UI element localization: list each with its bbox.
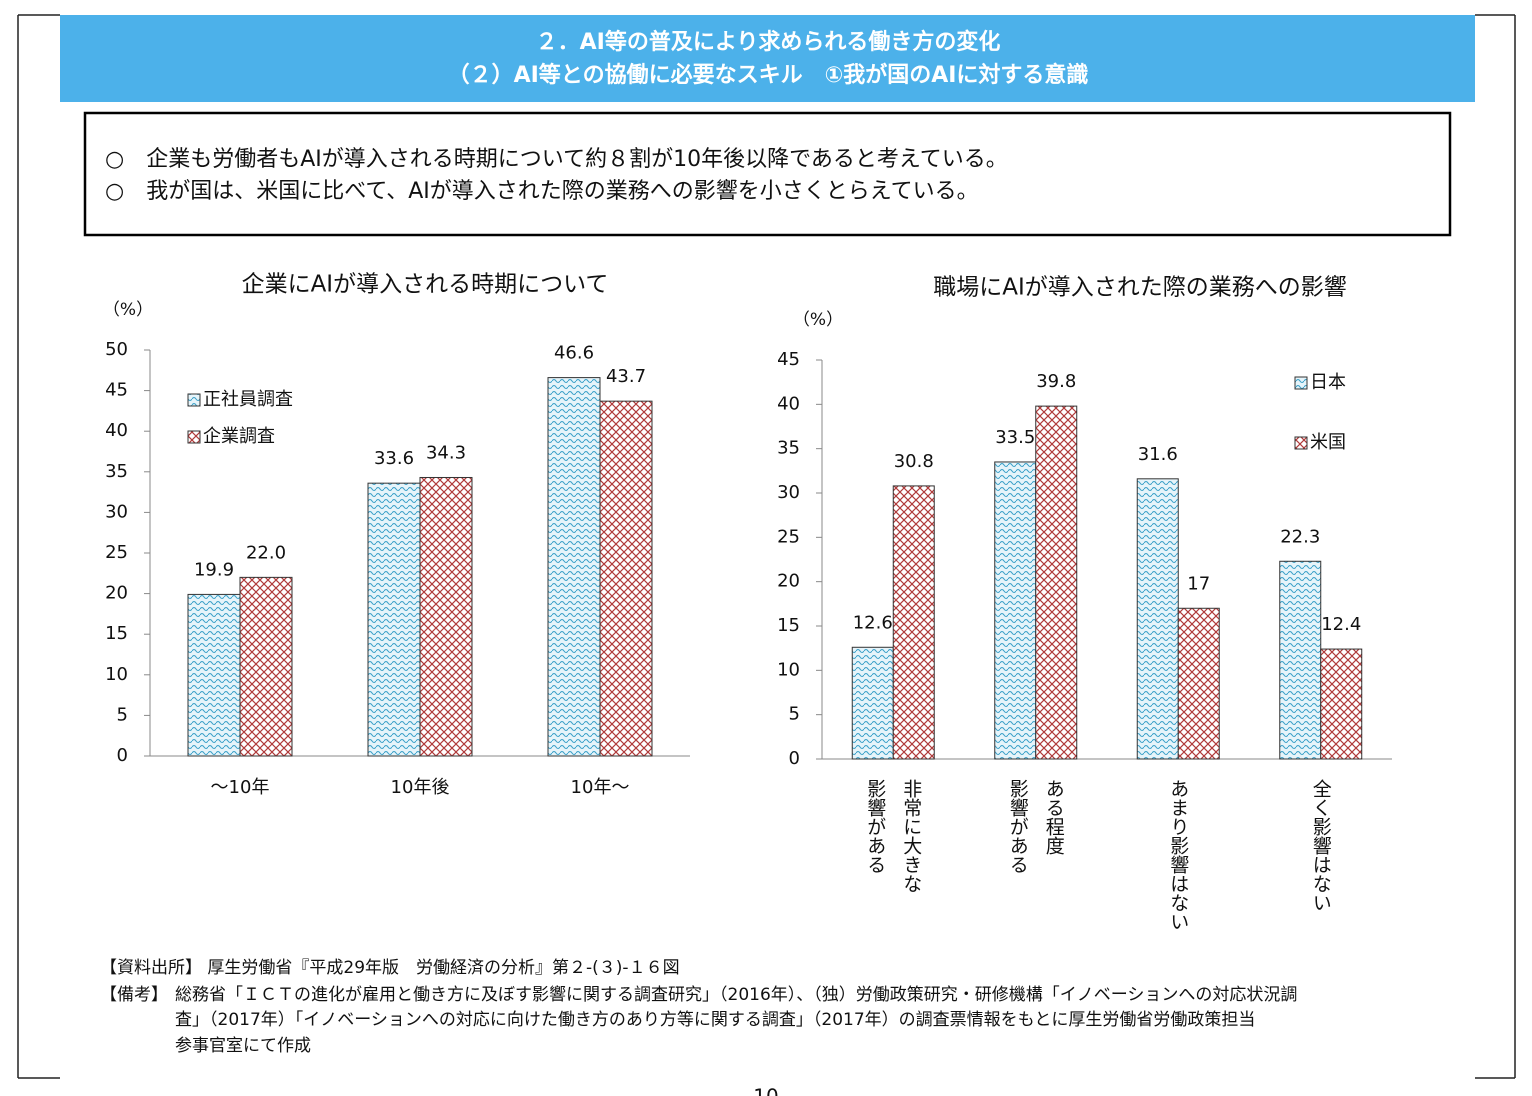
y-unit: （%） bbox=[103, 300, 153, 320]
y-tick-label: 25 bbox=[777, 526, 800, 547]
summary-box bbox=[83, 111, 1452, 237]
summary-line: ○ 企業も労働者もAIが導入される時期について約８割が10年後以降であると考えて… bbox=[105, 147, 1008, 172]
legend-swatch bbox=[1294, 436, 1308, 450]
legend-label: 正社員調査 bbox=[203, 389, 293, 410]
y-tick-label: 35 bbox=[105, 461, 128, 482]
y-tick-label: 20 bbox=[105, 583, 128, 604]
y-tick-label: 45 bbox=[105, 380, 128, 401]
value-label: 34.3 bbox=[426, 442, 466, 463]
x-tick-label: 10年～ bbox=[571, 777, 630, 798]
y-tick-label: 10 bbox=[105, 664, 128, 685]
y-tick-label: 35 bbox=[777, 438, 800, 459]
page-number: 10 bbox=[753, 1085, 778, 1096]
value-label: 46.6 bbox=[554, 343, 594, 364]
bar bbox=[1279, 560, 1322, 760]
bar bbox=[1177, 607, 1220, 760]
x-tick-label: 10年後 bbox=[391, 777, 450, 798]
y-tick-label: 20 bbox=[777, 571, 800, 592]
header-title: ２．AI等の普及により求められる働き方の変化 bbox=[536, 29, 1001, 55]
value-label: 30.8 bbox=[894, 451, 934, 472]
bar bbox=[1136, 478, 1179, 760]
notes-line: 参事官室にて作成 bbox=[175, 1036, 311, 1056]
chart-title: 職場にAIが導入された際の業務への影響 bbox=[933, 275, 1347, 301]
frame bbox=[17, 14, 1516, 1079]
value-label: 31.6 bbox=[1138, 444, 1178, 465]
value-label: 33.5 bbox=[995, 427, 1035, 448]
value-label: 17 bbox=[1187, 573, 1210, 594]
bar bbox=[892, 485, 935, 760]
value-label: 33.6 bbox=[374, 448, 414, 469]
bar bbox=[419, 476, 473, 757]
header-band bbox=[60, 15, 1475, 102]
legend-label: 日本 bbox=[1310, 372, 1346, 393]
y-tick-label: 15 bbox=[777, 615, 800, 636]
bar bbox=[367, 482, 421, 757]
bar bbox=[239, 576, 293, 757]
y-tick-label: 5 bbox=[789, 704, 800, 725]
x-tick-label: 全く影響はない bbox=[1309, 779, 1332, 912]
y-tick-label: 15 bbox=[105, 623, 128, 644]
bar bbox=[1320, 648, 1363, 760]
x-tick-label: ～10年 bbox=[211, 777, 270, 798]
y-tick-label: 0 bbox=[789, 748, 800, 769]
x-tick-label: ある程度 影響がある bbox=[1006, 779, 1065, 874]
legend-label: 企業調査 bbox=[203, 426, 275, 447]
legend-swatch bbox=[187, 430, 201, 444]
bar bbox=[1035, 405, 1078, 760]
y-tick-label: 30 bbox=[777, 482, 800, 503]
value-label: 22.0 bbox=[246, 542, 286, 563]
bar bbox=[599, 400, 653, 757]
notes-label: 【備考】 bbox=[100, 985, 168, 1005]
y-tick-label: 0 bbox=[117, 745, 128, 766]
value-label: 12.4 bbox=[1321, 614, 1361, 635]
value-label: 19.9 bbox=[194, 559, 234, 580]
value-label: 43.7 bbox=[606, 366, 646, 387]
bar bbox=[851, 646, 894, 760]
value-label: 22.3 bbox=[1280, 526, 1320, 547]
summary-line: ○ 我が国は、米国に比べて、AIが導入された際の業務への影響を小さくとらえている… bbox=[105, 179, 979, 204]
notes-line: 総務省「ＩＣＴの進化が雇用と働き方に及ぼす影響に関する調査研究」（2016年）、… bbox=[175, 985, 1297, 1005]
chart-title: 企業にAIが導入される時期について bbox=[242, 272, 609, 298]
y-tick-label: 5 bbox=[117, 704, 128, 725]
value-label: 12.6 bbox=[853, 612, 893, 633]
x-tick-label: あまり影響はない bbox=[1167, 779, 1190, 931]
bar bbox=[187, 593, 241, 757]
legend-label: 米国 bbox=[1310, 432, 1346, 453]
y-tick-label: 30 bbox=[105, 501, 128, 522]
y-tick-label: 40 bbox=[105, 420, 128, 441]
y-tick-label: 10 bbox=[777, 659, 800, 680]
y-unit: （%） bbox=[793, 310, 843, 330]
y-tick-label: 40 bbox=[777, 393, 800, 414]
value-label: 39.8 bbox=[1036, 371, 1076, 392]
y-tick-label: 25 bbox=[105, 542, 128, 563]
bar bbox=[547, 377, 601, 757]
bar bbox=[994, 461, 1037, 760]
legend-swatch bbox=[187, 393, 201, 407]
x-tick-label: 非常に大きな 影響がある bbox=[864, 779, 923, 893]
source: 【資料出所】 厚生労働省『平成29年版 労働経済の分析』第２-(３)-１６図 bbox=[100, 958, 680, 978]
header-subtitle: （２）AI等との協働に必要なスキル ①我が国のAIに対する意識 bbox=[448, 62, 1089, 88]
notes-line: 査」（2017年）「イノベーションへの対応に向けた働き方のあり方等に関する調査」… bbox=[175, 1010, 1255, 1030]
legend-swatch bbox=[1294, 376, 1308, 390]
y-tick-label: 45 bbox=[777, 349, 800, 370]
y-tick-label: 50 bbox=[105, 339, 128, 360]
